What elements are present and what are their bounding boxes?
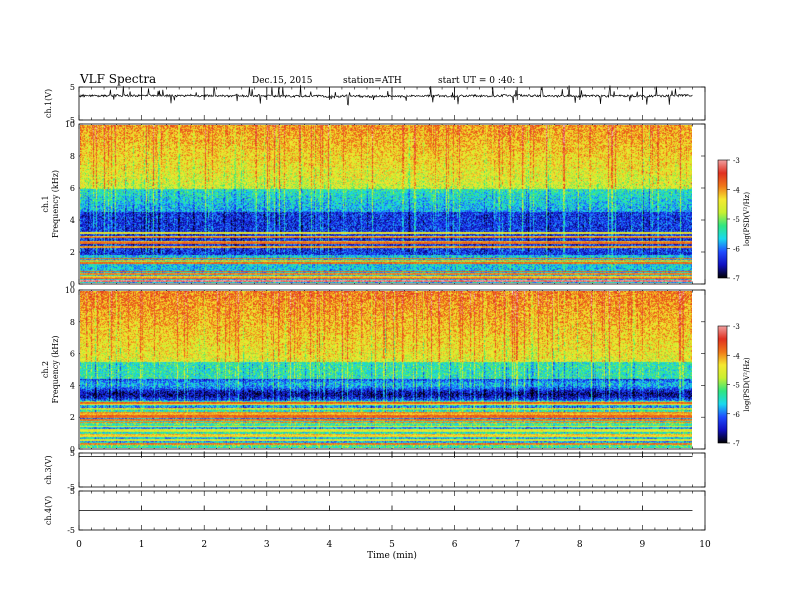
- colorbar-label-ch1_spectrogram: log(PSD(V²/Hz): [743, 192, 751, 247]
- x-tick-label: 8: [577, 540, 583, 550]
- colorbar-tick-label: -4: [733, 352, 740, 360]
- y-tick-label: 4: [70, 216, 75, 225]
- x-tick-label: 9: [640, 540, 646, 550]
- y-tick-label: 2: [70, 413, 75, 422]
- chart-title: VLF Spectra: [79, 72, 156, 86]
- panel-ylabel-ch1_waveform: ch.1(V): [44, 89, 53, 118]
- colorbar-ch1_spectrogram: [717, 159, 728, 279]
- chart-station: station=ATH: [343, 76, 402, 86]
- colorbar-tick-label: -6: [733, 246, 740, 254]
- x-tick-label: 5: [389, 540, 395, 550]
- y-tick-label: 2: [70, 248, 75, 257]
- panel-frame-3: [78, 452, 706, 488]
- colorbar-tick-label: -6: [733, 411, 740, 419]
- spectrogram-pixels-ch2_spectrogram: [80, 291, 692, 448]
- panel-ylabel-ch2_spectrogram: Frequency (kHz): [51, 335, 60, 403]
- y-tick-label: -5: [67, 483, 75, 492]
- y-tick-label: 5: [70, 487, 75, 496]
- panel-ylabel-ch4_waveform: ch.4(V): [44, 496, 53, 525]
- y-tick-label: -5: [67, 116, 75, 125]
- x-tick-label: 2: [201, 540, 207, 550]
- y-tick-label: 10: [65, 286, 75, 295]
- x-tick-label: 10: [699, 540, 711, 550]
- waveform-ch1_waveform: [78, 85, 693, 106]
- chart-date: Dec.15, 2015: [252, 76, 313, 86]
- y-tick-label: 0: [70, 445, 75, 454]
- colorbar-tick-label: -5: [733, 216, 740, 224]
- panel-channel-label-ch1_spectrogram: ch.1: [41, 195, 50, 212]
- colorbar-tick-label: -3: [733, 157, 740, 165]
- colorbar-tick-label: -3: [733, 323, 740, 331]
- panel-ylabel-ch3_waveform: ch.3(V): [44, 455, 53, 484]
- y-tick-label: 6: [70, 184, 75, 193]
- y-tick-label: 8: [70, 152, 75, 161]
- y-tick-label: 0: [70, 280, 75, 289]
- spectrogram-pixels-ch1_spectrogram: [80, 125, 692, 283]
- chart-start-ut: start UT = 0 :40: 1: [438, 76, 524, 86]
- spectrogram-image-ch2_spectrogram: [80, 291, 692, 448]
- y-tick-label: 5: [70, 83, 75, 92]
- x-tick-label: 6: [452, 540, 458, 550]
- x-axis-label: Time (min): [367, 550, 417, 561]
- colorbar-tick-label: -7: [733, 440, 740, 448]
- colorbar-ch2_spectrogram: [717, 325, 728, 444]
- colorbar-tick-label: -4: [733, 187, 740, 195]
- y-tick-label: 6: [70, 350, 75, 359]
- x-tick-label: 1: [139, 540, 145, 550]
- x-tick-label: 3: [264, 540, 270, 550]
- y-tick-label: 10: [65, 120, 75, 129]
- x-tick-label: 0: [76, 540, 82, 550]
- y-tick-label: -5: [67, 526, 75, 535]
- x-tick-label: 7: [514, 540, 520, 550]
- colorbar-label-ch2_spectrogram: log(PSD(V²/Hz): [743, 357, 751, 412]
- y-tick-label: 8: [70, 318, 75, 327]
- y-tick-label: 4: [70, 381, 75, 390]
- colorbar-tick-label: -5: [733, 382, 740, 390]
- x-tick-label: 4: [327, 540, 333, 550]
- panel-ylabel-ch1_spectrogram: Frequency (kHz): [51, 170, 60, 238]
- spectrogram-image-ch1_spectrogram: [80, 125, 692, 283]
- colorbar-tick-label: -7: [733, 275, 740, 283]
- y-tick-label: 5: [70, 449, 75, 458]
- panel-channel-label-ch2_spectrogram: ch.2: [41, 361, 50, 378]
